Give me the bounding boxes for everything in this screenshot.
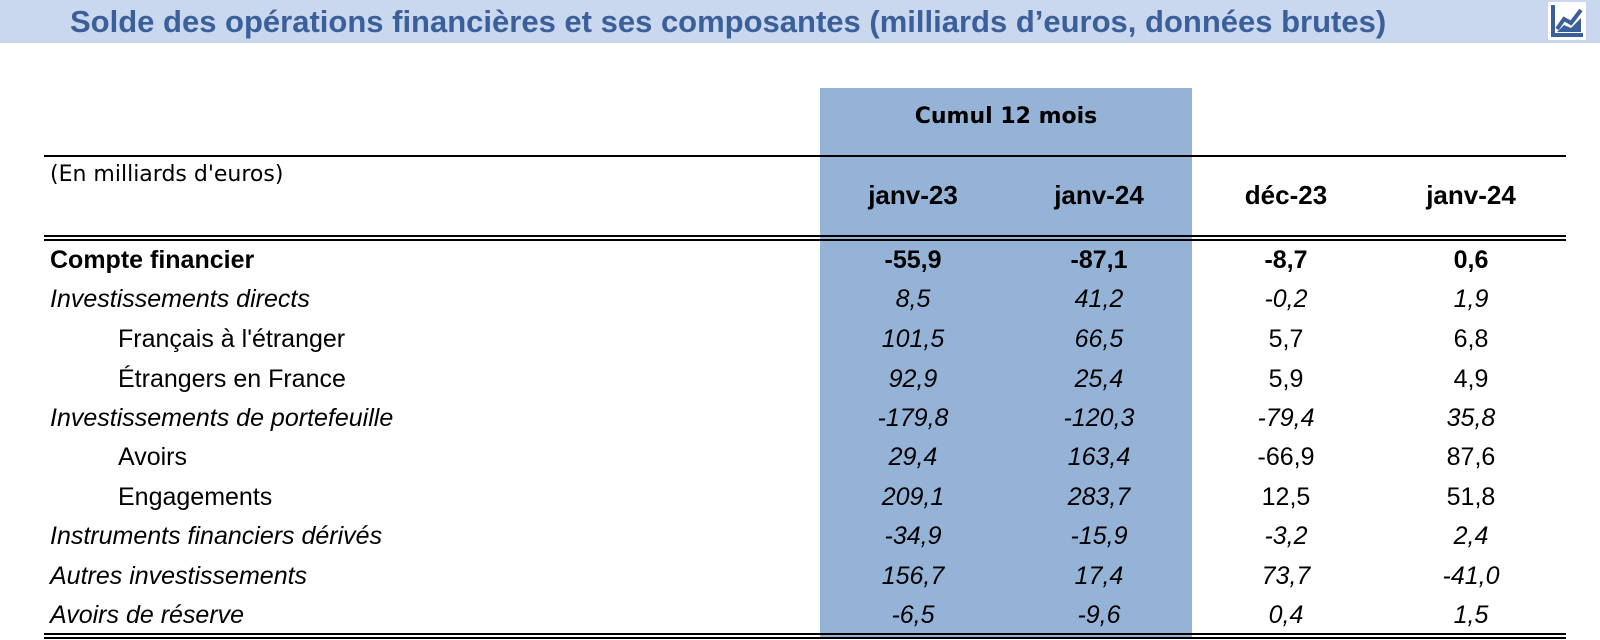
table-cell: -179,8	[877, 404, 949, 432]
table-cell: 87,6	[1446, 443, 1496, 471]
row-label: Avoirs	[118, 443, 188, 471]
table-cell: 0,4	[1268, 601, 1304, 629]
table-row: Avoirs de réserve -6,5 -9,6 0,4 1,5	[0, 595, 1600, 635]
page-title: Solde des opérations financières et ses …	[70, 4, 1387, 39]
table-row: Avoirs 29,4 163,4 -66,9 87,6	[0, 437, 1600, 477]
table-cell: 6,8	[1453, 325, 1489, 353]
table-cell: 35,8	[1446, 404, 1496, 432]
table-cell: 73,7	[1261, 562, 1311, 590]
table-cell: -6,5	[891, 601, 935, 629]
table-cell: -87,1	[1070, 246, 1128, 274]
table-row: Compte financier -55,9 -87,1 -8,7 0,6	[0, 240, 1600, 280]
table-cell: 101,5	[881, 325, 945, 353]
table-cell: -34,9	[884, 522, 942, 550]
table-cell: 1,5	[1453, 601, 1489, 629]
table-row: Investissements directs 8,5 41,2 -0,2 1,…	[0, 279, 1600, 319]
table-cell: 0,6	[1453, 246, 1489, 274]
unit-label: (En milliards d'euros)	[50, 162, 284, 187]
row-label: Étrangers en France	[118, 365, 346, 393]
table-cell: 1,9	[1453, 285, 1489, 313]
table-cell: 283,7	[1067, 483, 1131, 511]
table-cell: 209,1	[881, 483, 945, 511]
header-bottom-rule-2	[44, 239, 1566, 241]
table-cell: 2,4	[1453, 522, 1489, 550]
table-cell: -0,2	[1264, 285, 1308, 313]
table-cell: 66,5	[1074, 325, 1124, 353]
table-cell: -8,7	[1264, 246, 1308, 274]
col-header-janv-24: janv-24	[1426, 180, 1516, 210]
table-cell: 25,4	[1074, 365, 1124, 393]
table-cell: 17,4	[1074, 562, 1124, 590]
table-cell: -9,6	[1077, 601, 1121, 629]
row-label: Engagements	[118, 483, 273, 511]
table-cell: -120,3	[1063, 404, 1135, 432]
row-label: Instruments financiers dérivés	[50, 522, 383, 550]
table-cell: 5,9	[1268, 365, 1304, 393]
table-cell: 163,4	[1067, 443, 1131, 471]
row-label: Investissements de portefeuille	[50, 404, 394, 432]
table-cell: 41,2	[1074, 285, 1124, 313]
cumul-header: Cumul 12 mois	[914, 104, 1098, 129]
row-label: Français à l'étranger	[118, 325, 346, 353]
row-label: Compte financier	[50, 246, 255, 274]
table-bottom-rule-1	[44, 633, 1566, 635]
table-row: Français à l'étranger 101,5 66,5 5,7 6,8	[0, 319, 1600, 359]
table-row: Engagements 209,1 283,7 12,5 51,8	[0, 477, 1600, 517]
table-bottom-rule-2	[44, 637, 1566, 639]
row-label: Autres investissements	[50, 562, 308, 590]
table-cell: 29,4	[888, 443, 938, 471]
table-cell: 156,7	[881, 562, 945, 590]
col-header-janv-24-cumul: janv-24	[1054, 180, 1144, 210]
table-row: Autres investissements 156,7 17,4 73,7 -…	[0, 556, 1600, 596]
table-cell: 5,7	[1268, 325, 1304, 353]
table-row: Instruments financiers dérivés -34,9 -15…	[0, 516, 1600, 556]
table-cell: 51,8	[1446, 483, 1496, 511]
table-cell: -55,9	[884, 246, 942, 274]
col-header-janv-23: janv-23	[868, 180, 958, 210]
table-cell: -41,0	[1442, 562, 1500, 590]
col-header-dec-23: déc-23	[1244, 180, 1328, 210]
table-cell: 4,9	[1453, 365, 1489, 393]
table-cell: 8,5	[895, 285, 931, 313]
cumul-highlight	[820, 88, 1192, 638]
row-label: Investissements directs	[50, 285, 310, 313]
table-row: Investissements de portefeuille -179,8 -…	[0, 398, 1600, 438]
header-bottom-rule-1	[44, 235, 1566, 237]
table-cell: -79,4	[1257, 404, 1315, 432]
table-cell: -3,2	[1264, 522, 1308, 550]
row-label: Avoirs de réserve	[50, 601, 245, 629]
table-cell: -15,9	[1070, 522, 1128, 550]
table-row: Étrangers en France 92,9 25,4 5,9 4,9	[0, 359, 1600, 399]
table-cell: 12,5	[1261, 483, 1311, 511]
header-top-rule	[44, 155, 1566, 157]
title-bar: Solde des opérations financières et ses …	[0, 0, 1600, 43]
chart-icon	[1548, 2, 1586, 40]
table-cell: -66,9	[1257, 443, 1315, 471]
table-cell: 92,9	[888, 365, 938, 393]
